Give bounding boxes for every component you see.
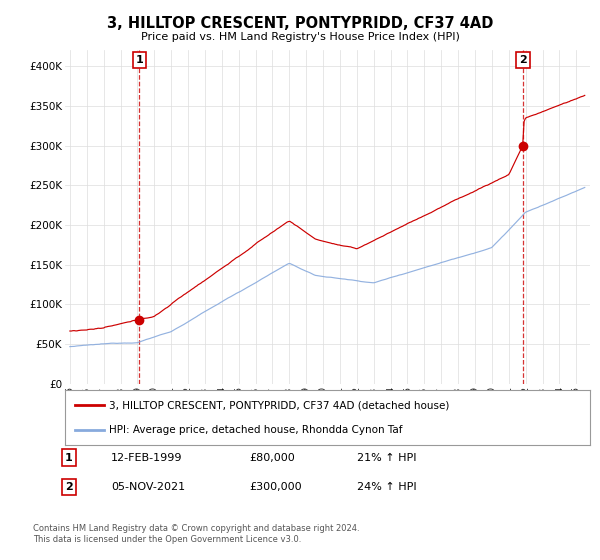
- Text: 1: 1: [65, 452, 73, 463]
- Text: 2: 2: [519, 55, 527, 65]
- Text: Price paid vs. HM Land Registry's House Price Index (HPI): Price paid vs. HM Land Registry's House …: [140, 32, 460, 43]
- Text: 24% ↑ HPI: 24% ↑ HPI: [357, 482, 416, 492]
- Text: 3, HILLTOP CRESCENT, PONTYPRIDD, CF37 4AD (detached house): 3, HILLTOP CRESCENT, PONTYPRIDD, CF37 4A…: [109, 400, 450, 410]
- Text: 12-FEB-1999: 12-FEB-1999: [111, 452, 182, 463]
- Text: HPI: Average price, detached house, Rhondda Cynon Taf: HPI: Average price, detached house, Rhon…: [109, 426, 403, 435]
- Text: 1: 1: [136, 55, 143, 65]
- Text: 05-NOV-2021: 05-NOV-2021: [111, 482, 185, 492]
- Text: £300,000: £300,000: [249, 482, 302, 492]
- Text: £80,000: £80,000: [249, 452, 295, 463]
- Text: 21% ↑ HPI: 21% ↑ HPI: [357, 452, 416, 463]
- Text: 2: 2: [65, 482, 73, 492]
- Text: 3, HILLTOP CRESCENT, PONTYPRIDD, CF37 4AD: 3, HILLTOP CRESCENT, PONTYPRIDD, CF37 4A…: [107, 16, 493, 31]
- Text: Contains HM Land Registry data © Crown copyright and database right 2024.
This d: Contains HM Land Registry data © Crown c…: [33, 524, 359, 544]
